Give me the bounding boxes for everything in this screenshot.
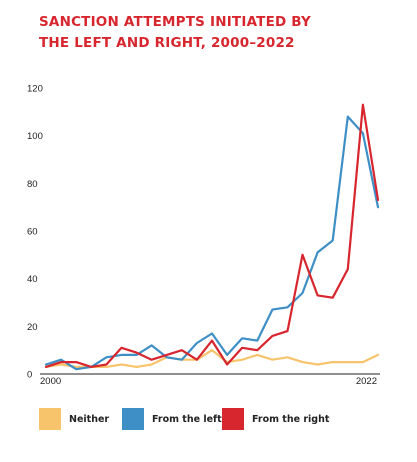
legend-swatch-from-the-left [122,408,144,430]
legend-item-from-the-left: From the left [122,408,222,430]
legend-label-from-the-right: From the right [252,413,330,425]
series-line-neither [44,349,380,368]
y-tick-label-40: 40 [27,274,38,285]
chart-title-line-1: Sanction attempts initiated by [39,14,312,30]
y-tick-label-60: 60 [27,227,38,238]
y-tick-label-20: 20 [27,322,38,333]
series-line-from-the-left [44,115,380,371]
x-tick-label-2022: 2022 [356,376,377,387]
chart-title-line-2: the left and right, 2000–2022 [39,35,295,51]
legend-label-from-the-left: From the left [152,413,222,425]
legend-swatch-from-the-right [222,408,244,430]
y-axis-ticks: 0 20 40 60 80 100 120 [27,84,43,381]
legend: Neither From the left From the right [39,408,399,430]
chart-title: Sanction attempts initiated by the left … [39,12,399,54]
y-tick-label-0: 0 [27,370,32,381]
y-tick-label-120: 120 [27,84,43,95]
line-chart: 0 20 40 60 80 100 120 2000 2022 [27,84,380,387]
y-tick-label-80: 80 [27,179,38,190]
series-lines [44,103,380,371]
series-line-from-the-right [44,103,380,368]
x-tick-label-2000: 2000 [40,376,61,387]
legend-label-neither: Neither [69,413,110,425]
legend-swatch-neither [39,408,61,430]
legend-item-from-the-right: From the right [222,408,329,430]
y-tick-label-100: 100 [27,131,43,142]
legend-item-neither: Neither [39,408,109,430]
